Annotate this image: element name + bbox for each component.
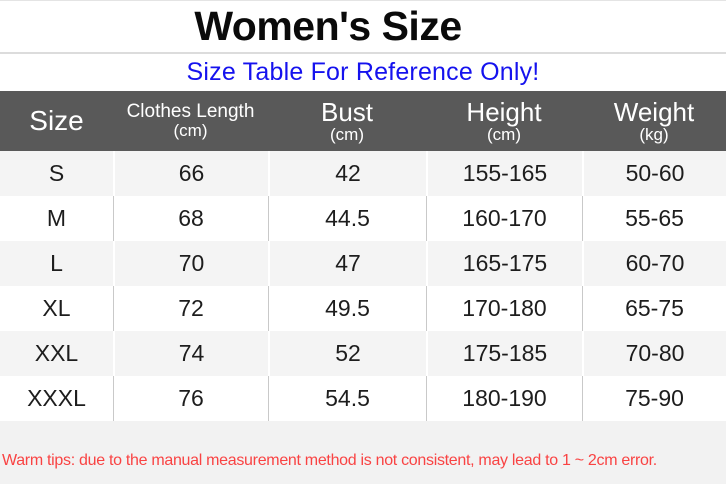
table-cell-height: 180-190 bbox=[426, 376, 582, 421]
header-label: Height bbox=[466, 96, 542, 127]
table-cell-bust: 44.5 bbox=[268, 196, 426, 241]
table-cell-clothes-length: 70 bbox=[113, 241, 268, 286]
header-label: Weight bbox=[613, 96, 695, 127]
table-cell-height: 160-170 bbox=[426, 196, 582, 241]
table-cell-size: XL bbox=[42, 295, 71, 321]
table-cell-clothes-length: 66 bbox=[113, 151, 268, 196]
header-unit: (cm) bbox=[173, 121, 208, 141]
size-table: Size Clothes Length (cm) Bust (cm) Heigh… bbox=[0, 91, 726, 421]
header-cell-weight: Weight (kg) bbox=[582, 91, 726, 151]
header-cell-size: Size bbox=[0, 91, 113, 151]
header-unit: (kg) bbox=[639, 124, 669, 144]
table-cell-height: 165-175 bbox=[426, 241, 582, 286]
table-row-xxxl: XXXL 76 54.5 180-190 75-90 bbox=[0, 376, 726, 421]
header-label: Clothes Length bbox=[126, 100, 255, 122]
title-band: Women's Size bbox=[0, 1, 726, 54]
header-cell-bust: Bust (cm) bbox=[268, 91, 426, 151]
header-cell-clothes-length: Clothes Length (cm) bbox=[113, 91, 268, 151]
header-cell-height: Height (cm) bbox=[426, 91, 582, 151]
header-unit: (cm) bbox=[487, 124, 521, 144]
table-cell-bust: 42 bbox=[268, 151, 426, 196]
page-title: Women's Size bbox=[194, 3, 462, 49]
table-cell-size: XXL bbox=[34, 340, 79, 366]
table-cell-weight: 60-70 bbox=[582, 241, 726, 286]
page-subtitle: Size Table For Reference Only! bbox=[186, 58, 540, 86]
table-cell-clothes-length: 74 bbox=[113, 331, 268, 376]
header-unit: (cm) bbox=[330, 124, 364, 144]
table-row-s: S 66 42 155-165 50-60 bbox=[0, 151, 726, 196]
table-cell-height: 175-185 bbox=[426, 331, 582, 376]
table-cell-weight: 70-80 bbox=[582, 331, 726, 376]
table-header-row: Size Clothes Length (cm) Bust (cm) Heigh… bbox=[0, 91, 726, 151]
table-cell-size: S bbox=[48, 160, 65, 186]
table-cell-clothes-length: 68 bbox=[113, 196, 268, 241]
table-cell-size: M bbox=[46, 205, 67, 231]
table-cell-bust: 47 bbox=[268, 241, 426, 286]
table-cell-height: 155-165 bbox=[426, 151, 582, 196]
footer-band: Warm tips: due to the manual measurement… bbox=[0, 421, 726, 484]
table-cell-weight: 50-60 bbox=[582, 151, 726, 196]
table-cell-bust: 52 bbox=[268, 331, 426, 376]
table-cell-size: L bbox=[50, 250, 63, 276]
table-row-xxl: XXL 74 52 175-185 70-80 bbox=[0, 331, 726, 376]
table-cell-weight: 75-90 bbox=[582, 376, 726, 421]
table-cell-weight: 65-75 bbox=[582, 286, 726, 331]
header-label: Bust bbox=[320, 96, 374, 127]
warm-tips-note: Warm tips: due to the manual measurement… bbox=[2, 452, 657, 469]
table-cell-size: XXXL bbox=[27, 385, 86, 411]
subtitle-band: Size Table For Reference Only! bbox=[0, 54, 726, 91]
table-cell-clothes-length: 76 bbox=[113, 376, 268, 421]
table-row-xl: XL 72 49.5 170-180 65-75 bbox=[0, 286, 726, 331]
table-cell-clothes-length: 72 bbox=[113, 286, 268, 331]
table-cell-bust: 54.5 bbox=[268, 376, 426, 421]
table-cell-weight: 55-65 bbox=[582, 196, 726, 241]
table-row-l: L 70 47 165-175 60-70 bbox=[0, 241, 726, 286]
table-row-m: M 68 44.5 160-170 55-65 bbox=[0, 196, 726, 241]
header-label: Size bbox=[29, 104, 84, 136]
table-cell-height: 170-180 bbox=[426, 286, 582, 331]
table-cell-bust: 49.5 bbox=[268, 286, 426, 331]
